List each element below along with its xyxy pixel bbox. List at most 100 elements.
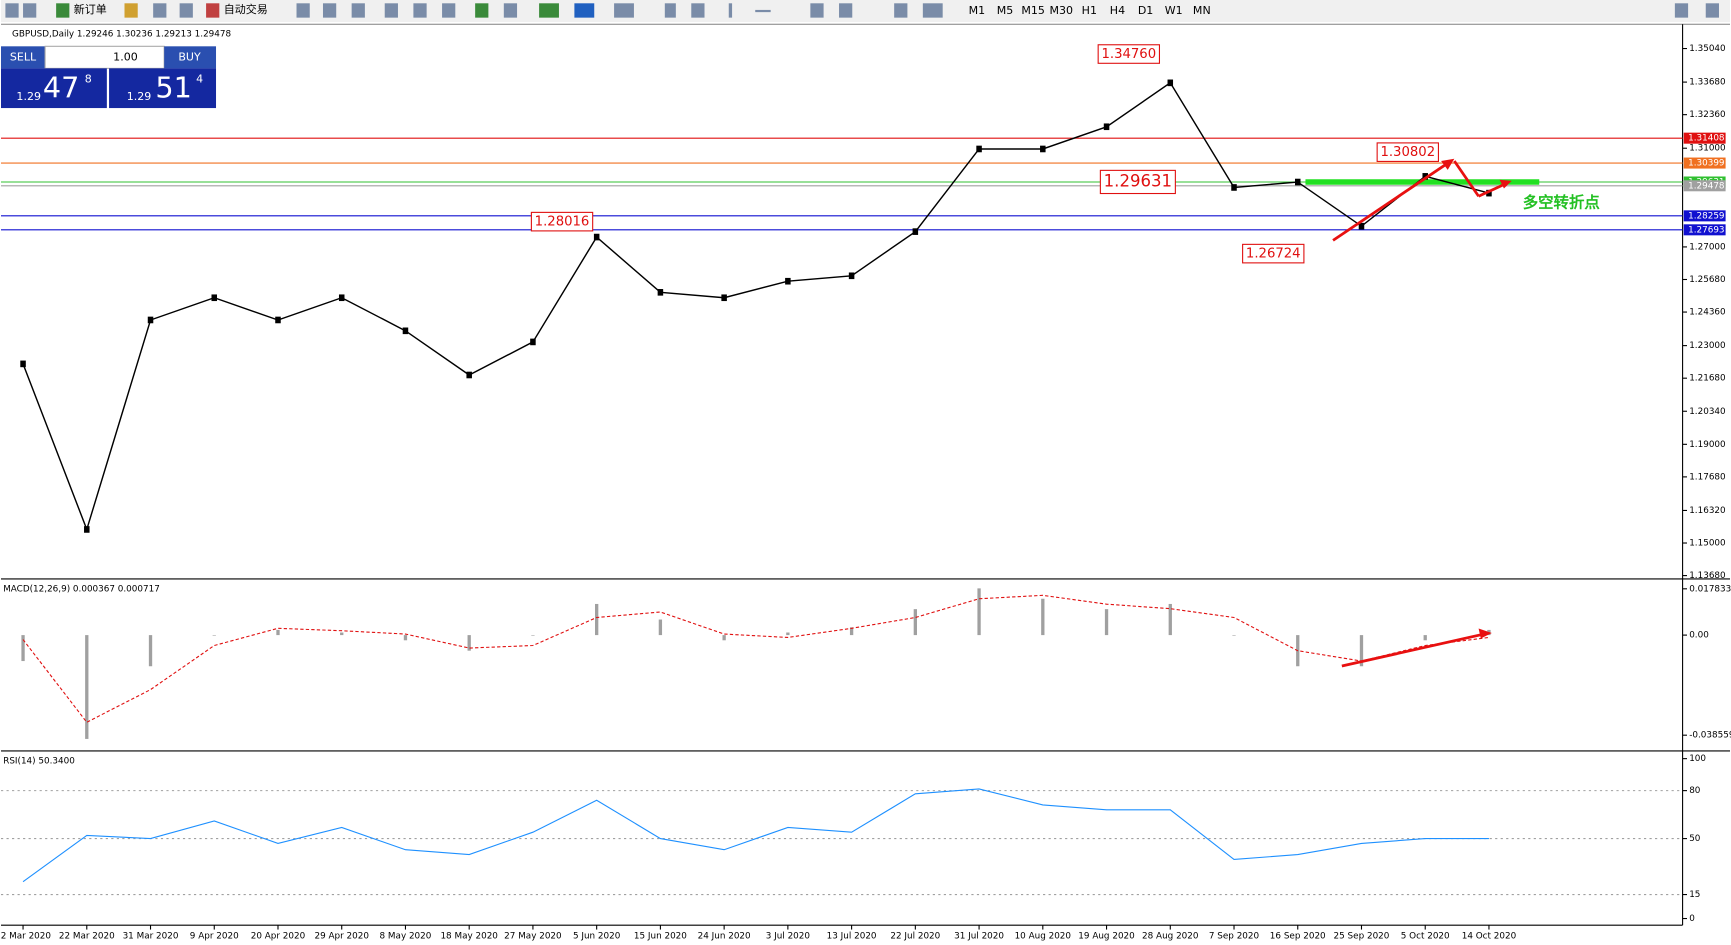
timeframe-button[interactable]: W1	[1165, 4, 1183, 17]
x-tick-label: 5 Oct 2020	[1401, 932, 1450, 942]
timeframe-button[interactable]: H4	[1110, 4, 1125, 17]
y-tick-label: 1.24360	[1689, 308, 1726, 318]
timeframe-button[interactable]: M30	[1049, 4, 1073, 17]
price-level-tag	[1683, 224, 1726, 236]
icon[interactable]	[894, 3, 908, 18]
timeframe-button[interactable]: M5	[997, 4, 1014, 17]
icon[interactable]	[442, 3, 456, 18]
buy-label: BUY	[178, 50, 201, 63]
annotation: 多空转折点	[1523, 192, 1601, 211]
candle	[84, 526, 90, 533]
price-level-tag	[1683, 157, 1726, 169]
y-tick-label: 1.32360	[1689, 110, 1726, 120]
x-tick-label: 31 Mar 2020	[123, 932, 179, 942]
one-click-trading: SELL BUY 1.00 1.29 47 8 1.29 51 4	[0, 45, 217, 109]
price-level-label: 1.28259	[1688, 211, 1724, 221]
timeframe-button[interactable]: M15	[1021, 4, 1045, 17]
price-level-tag	[1683, 180, 1726, 192]
icon[interactable]	[5, 3, 19, 18]
macd-bar	[1041, 598, 1045, 636]
y-tick-label: 100	[1689, 754, 1706, 764]
new-order-button[interactable]: 新订单	[74, 2, 107, 16]
icon[interactable]	[922, 3, 943, 18]
timeframe-button[interactable]: MN	[1193, 4, 1211, 17]
timeframe-button[interactable]: M1	[969, 4, 986, 17]
icon[interactable]	[1705, 3, 1719, 18]
icon[interactable]	[296, 3, 310, 18]
macd-bar	[403, 635, 408, 641]
candle	[275, 316, 281, 324]
macd-bar	[467, 635, 471, 651]
icon[interactable]	[503, 3, 518, 18]
icon[interactable]	[1674, 3, 1689, 18]
candle	[1167, 79, 1174, 87]
candle	[338, 294, 345, 302]
icon[interactable]	[614, 3, 634, 18]
icon[interactable]	[179, 3, 193, 18]
icon[interactable]	[56, 3, 70, 18]
candle	[912, 228, 919, 235]
sell-button[interactable]	[0, 46, 46, 69]
x-tick-label: 8 May 2020	[380, 932, 432, 942]
candle	[530, 338, 536, 346]
ask-prefix: 1.29	[127, 90, 152, 103]
icon[interactable]	[755, 9, 771, 13]
price-annotation: 1.28016	[535, 215, 590, 230]
icon[interactable]	[728, 3, 733, 18]
macd-bar	[148, 635, 153, 667]
price-level-label: 1.27693	[1688, 225, 1724, 235]
icon[interactable]	[810, 3, 824, 18]
auto-trading-button[interactable]: 自动交易	[224, 2, 268, 16]
ask-box[interactable]	[109, 68, 217, 109]
icon[interactable]	[322, 3, 337, 18]
x-tick-label: 3 Jul 2020	[766, 932, 811, 942]
y-tick-label: 1.19000	[1689, 440, 1726, 450]
macd-bar	[977, 588, 981, 636]
y-tick-label: 1.21680	[1689, 374, 1726, 384]
timeframe-button[interactable]: D1	[1138, 4, 1154, 17]
x-tick-label: 5 Jun 2020	[573, 932, 621, 942]
lot-input[interactable]	[44, 45, 165, 69]
arrow	[1332, 162, 1449, 242]
price-annotation: 1.29631	[1104, 171, 1172, 190]
icon[interactable]	[124, 3, 138, 18]
toolbar	[0, 0, 1731, 23]
icon[interactable]	[839, 3, 853, 18]
icon[interactable]	[413, 3, 427, 18]
price-line	[22, 81, 1490, 532]
candle	[657, 289, 664, 296]
bid-box[interactable]	[0, 68, 107, 109]
icon[interactable]	[23, 3, 37, 18]
y-tick-label: 15	[1689, 890, 1700, 900]
arrows	[1332, 158, 1512, 668]
bid-sup: 8	[85, 72, 92, 85]
y-tick-label: 0	[1689, 914, 1695, 924]
macd-bar	[849, 627, 854, 636]
icon[interactable]	[691, 3, 705, 18]
x-tick-label: 25 Sep 2020	[1334, 932, 1390, 942]
x-tick-label: 27 May 2020	[504, 932, 562, 942]
macd-bar	[1423, 635, 1427, 641]
y-tick-label: 80	[1689, 786, 1701, 796]
chart-title: RSI(14) 50.3400	[3, 756, 75, 766]
bid-prefix: 1.29	[16, 90, 41, 103]
icon[interactable]	[574, 3, 595, 18]
sell-label: SELL	[10, 50, 37, 63]
candle	[848, 272, 855, 280]
timeframes: M1 M5 M15 M30 H1 H4 D1 W1 MN	[969, 4, 1211, 17]
icon[interactable]	[664, 3, 676, 18]
icon[interactable]	[475, 3, 489, 18]
price-level-label: 1.29478	[1688, 181, 1724, 191]
icon[interactable]	[153, 3, 167, 18]
buy-button[interactable]	[164, 46, 217, 69]
lot-value: 1.00	[113, 50, 138, 63]
icon[interactable]	[206, 3, 220, 18]
x-tick-label: 14 Oct 2020	[1462, 932, 1517, 942]
candle	[976, 145, 982, 153]
icon[interactable]	[539, 3, 559, 18]
icon[interactable]	[351, 3, 365, 18]
toolbar-icons	[5, 3, 1719, 18]
icon[interactable]	[384, 3, 398, 18]
timeframe-button[interactable]: H1	[1082, 4, 1097, 17]
